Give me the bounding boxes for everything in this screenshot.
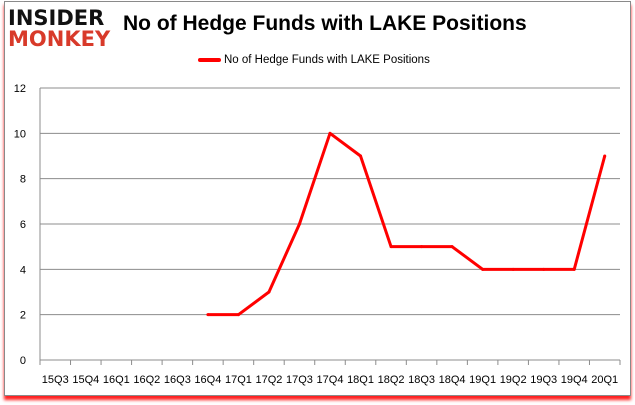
x-tick-label: 17Q2 [255, 374, 282, 386]
y-tick-label: 10 [14, 128, 26, 140]
data-point-17Q3 [297, 222, 301, 226]
logo-line1: INSIDER [8, 6, 105, 30]
data-point-18Q3 [420, 245, 424, 249]
data-point-18Q2 [389, 245, 393, 249]
data-point-17Q4 [328, 131, 332, 135]
x-tick-label: 19Q1 [469, 374, 496, 386]
y-tick-label: 6 [20, 219, 26, 231]
chart-frame [4, 1, 631, 396]
x-tick-label: 19Q2 [500, 374, 527, 386]
chart-title: No of Hedge Funds with LAKE Positions [123, 12, 527, 35]
x-tick-label: 19Q3 [530, 374, 557, 386]
x-tick-label: 15Q3 [42, 374, 69, 386]
data-point-19Q3 [542, 267, 546, 271]
y-tick-label: 4 [20, 264, 26, 276]
x-tick-label: 17Q1 [225, 374, 252, 386]
x-tick-label: 18Q2 [378, 374, 405, 386]
data-point-18Q1 [359, 154, 363, 158]
y-tick-label: 2 [20, 310, 26, 322]
logo-line2: MONKEY [8, 27, 111, 51]
x-tick-label: 18Q3 [408, 374, 435, 386]
data-point-16Q4 [206, 313, 210, 317]
data-point-19Q4 [572, 267, 576, 271]
legend: No of Hedge Funds with LAKE Positions [198, 54, 430, 66]
data-point-17Q1 [236, 313, 240, 317]
data-point-19Q2 [511, 267, 515, 271]
y-tick-label: 0 [20, 355, 26, 367]
x-tick-label: 17Q4 [317, 374, 344, 386]
x-tick-label: 16Q3 [164, 374, 191, 386]
data-point-19Q1 [481, 267, 485, 271]
series-line [207, 131, 607, 317]
data-point-17Q2 [267, 290, 271, 294]
y-tick-label: 12 [14, 83, 26, 95]
insider-monkey-logo: INSIDER MONKEY [8, 6, 118, 52]
data-point-20Q1 [603, 154, 607, 158]
x-tick-label: 17Q3 [286, 374, 313, 386]
data-point-18Q4 [450, 245, 454, 249]
legend-swatch [198, 58, 221, 62]
y-tick-label: 8 [20, 174, 26, 186]
x-tick-label: 15Q4 [72, 374, 99, 386]
x-tick-label: 18Q1 [347, 374, 374, 386]
x-tick-label: 16Q1 [103, 374, 130, 386]
x-tick-label: 19Q4 [561, 374, 588, 386]
x-tick-label: 16Q2 [133, 374, 160, 386]
legend-label: No of Hedge Funds with LAKE Positions [224, 54, 430, 66]
x-tick-label: 18Q4 [439, 374, 466, 386]
x-tick-label: 20Q1 [591, 374, 618, 386]
x-tick-label: 16Q4 [194, 374, 221, 386]
